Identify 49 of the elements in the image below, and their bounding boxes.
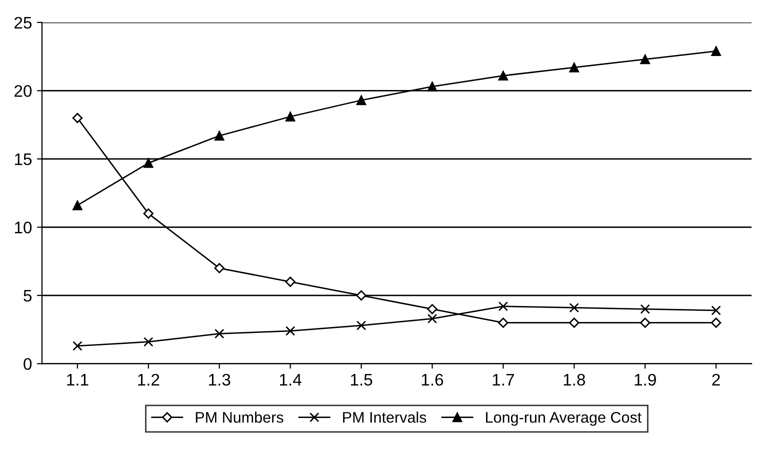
point [640,54,650,64]
legend-label: Long-run Average Cost [486,412,642,426]
point [356,290,366,301]
point [72,112,83,124]
point [143,208,154,219]
point [285,276,296,287]
x-tick-label: 1.5 [350,374,372,386]
point [569,318,580,328]
point [285,112,296,122]
x-tick-label: 1.4 [280,374,302,386]
point [427,304,438,314]
x-tick-label: 1.2 [138,374,160,386]
point [356,320,366,330]
point [569,302,580,313]
x-tick-label: 1.6 [422,374,444,386]
point [427,82,438,92]
point [711,46,721,56]
point [285,326,296,336]
point [498,70,508,81]
x-tick-label: 1.8 [564,374,586,386]
y-tick-label: 5 [24,290,32,302]
x-tick-label: 2 [712,374,720,386]
point [640,304,650,314]
point [214,263,224,274]
point [710,318,722,328]
point [498,318,508,328]
y-tick-label: 20 [14,85,32,97]
point [72,200,82,210]
point [711,306,721,316]
x-tick-label: 1.9 [634,374,656,386]
x-tick-label: 1.3 [209,374,230,386]
y-tick-label: 10 [14,222,32,234]
point [427,314,438,324]
legend-label: PM Numbers [196,412,284,423]
point [214,130,224,141]
point [498,302,508,312]
point [569,62,580,72]
point [144,158,154,168]
point [640,318,650,328]
x-tick-label: 1.1 [67,374,88,386]
y-tick-label: 0 [24,358,32,370]
y-tick-label: 25 [14,16,32,29]
y-tick-label: 15 [14,154,32,166]
point [72,341,82,351]
x-tick-label: 1.7 [492,374,514,386]
point [144,336,154,347]
point [356,95,366,106]
legend-label: PM Intervals [343,412,426,423]
point [214,328,224,339]
